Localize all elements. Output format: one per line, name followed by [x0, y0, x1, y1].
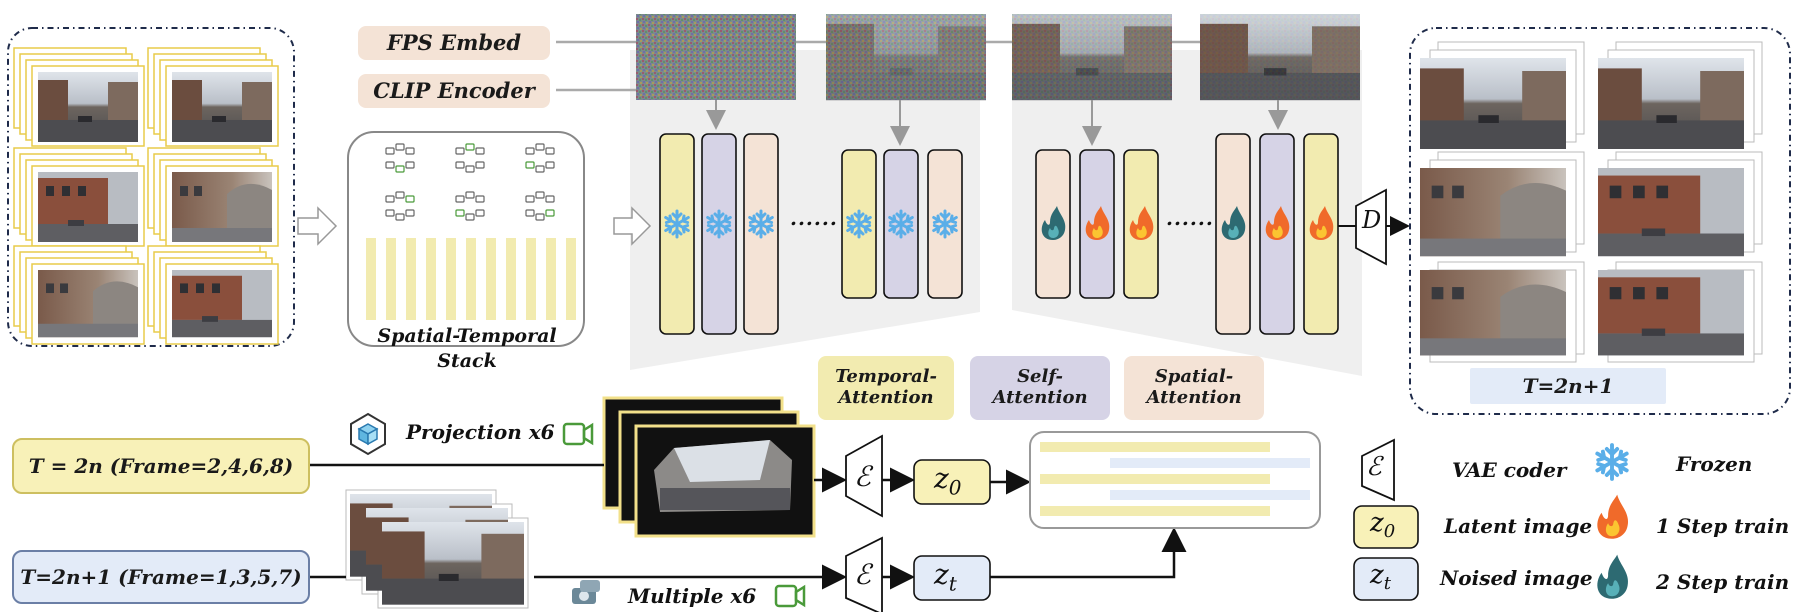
legend-temporal-attention: Temporal-Attention [818, 356, 954, 420]
encoder-block-group-2 [841, 149, 963, 299]
output-stack-4 [1598, 151, 1763, 257]
legend-self-attention: Self-Attention [970, 356, 1110, 420]
output-stack-5 [1420, 261, 1585, 363]
legend-noised-label: Noised image [1440, 566, 1593, 590]
input-stack-5 [13, 245, 145, 345]
camera-rig-icons [385, 143, 555, 221]
legend-vae-symbol: ℰ [1366, 452, 1382, 482]
legend-fire-dark-icon [1597, 554, 1629, 599]
legend-latent-label: Latent image [1444, 514, 1593, 538]
input-frames-panel [7, 27, 295, 347]
projection-cube-icon [350, 412, 386, 456]
legend-two-step-label: 2 Step train [1656, 570, 1790, 594]
output-stack-6 [1598, 261, 1763, 363]
legend-vae-shape [1361, 438, 1395, 502]
multi-camera-icon [572, 580, 600, 604]
input-stack-2 [147, 47, 279, 147]
vae-encoder-2 [845, 536, 883, 612]
z0-symbol: z [934, 462, 949, 495]
legend-noised-sub: t [1383, 573, 1391, 595]
projected-frames [602, 396, 816, 538]
input-stack-1 [13, 47, 145, 147]
z0-subscript: 0 [948, 475, 962, 500]
input-stack-4 [147, 147, 279, 247]
legend-latent-sub: 0 [1383, 521, 1396, 543]
input-stack-6 [147, 245, 279, 345]
noisy-image-1 [636, 14, 796, 100]
legend-snowflake-icon [1595, 443, 1629, 481]
legend-noised-z: z [1370, 560, 1384, 590]
clip-encoder-pill: CLIP Encoder [358, 74, 550, 108]
hollow-arrow-1 [297, 206, 338, 246]
latent-sequence-bars [1040, 442, 1310, 516]
zt-label: zt [934, 558, 957, 596]
input-stack-3 [13, 147, 145, 247]
legend-one-step-label: 1 Step train [1656, 514, 1790, 538]
video-camera-icon [562, 422, 594, 446]
ellipsis-2: ...... [1166, 206, 1214, 230]
multiple-label: Multiple x6 [628, 584, 757, 608]
stack-stripes [366, 238, 576, 320]
zt-to-latent-arrow [990, 527, 1187, 579]
fps-embed-pill: FPS Embed [358, 26, 550, 60]
decoder-symbol: D [1362, 206, 1382, 234]
legend-vae-label: VAE coder [1452, 458, 1567, 482]
legend-spatial-attention: Spatial-Attention [1124, 356, 1264, 420]
decoder-shape [1355, 188, 1387, 266]
ellipsis-1: ...... [790, 206, 838, 230]
zt-subscript: t [948, 571, 957, 596]
legend-fire-icon [1597, 494, 1629, 539]
zt-symbol: z [934, 558, 949, 591]
video-camera-icon-2 [774, 584, 806, 608]
legend-latent-symbol: z0 [1370, 508, 1395, 542]
legend-latent-z: z [1370, 508, 1384, 538]
noisy-image-3 [1012, 14, 1172, 101]
input-odd-frames-pill: T=2n+1 (Frame=1,3,5,7) [12, 550, 310, 604]
hollow-arrow-2 [613, 206, 652, 246]
projection-label: Projection x6 [406, 420, 555, 444]
encoder-symbol-1: ℰ [854, 460, 871, 493]
output-time-label: T=2n+1 [1470, 368, 1666, 404]
multiview-frames [345, 489, 529, 609]
input-even-frames-pill: T = 2n (Frame=2,4,6,8) [12, 438, 310, 494]
output-stack-3 [1420, 151, 1585, 257]
noisy-image-2 [826, 14, 986, 101]
z0-label: z0 [934, 462, 962, 500]
stack-label: Spatial-Temporal Stack [377, 325, 557, 372]
encoder-block-group-1 [659, 133, 779, 335]
decoder-block-group-1 [1035, 149, 1159, 299]
legend-frozen-label: Frozen [1676, 452, 1753, 476]
legend-noised-symbol: zt [1370, 560, 1391, 594]
legend-noised-box [1353, 557, 1419, 601]
decoder-block-group-2 [1215, 133, 1339, 335]
output-stack-1 [1420, 41, 1585, 149]
legend-latent-box [1353, 505, 1419, 549]
encoder-symbol-2: ℰ [854, 558, 871, 591]
vae-encoder-1 [845, 434, 883, 518]
output-stack-2 [1598, 41, 1763, 149]
noisy-image-4 [1200, 14, 1360, 101]
